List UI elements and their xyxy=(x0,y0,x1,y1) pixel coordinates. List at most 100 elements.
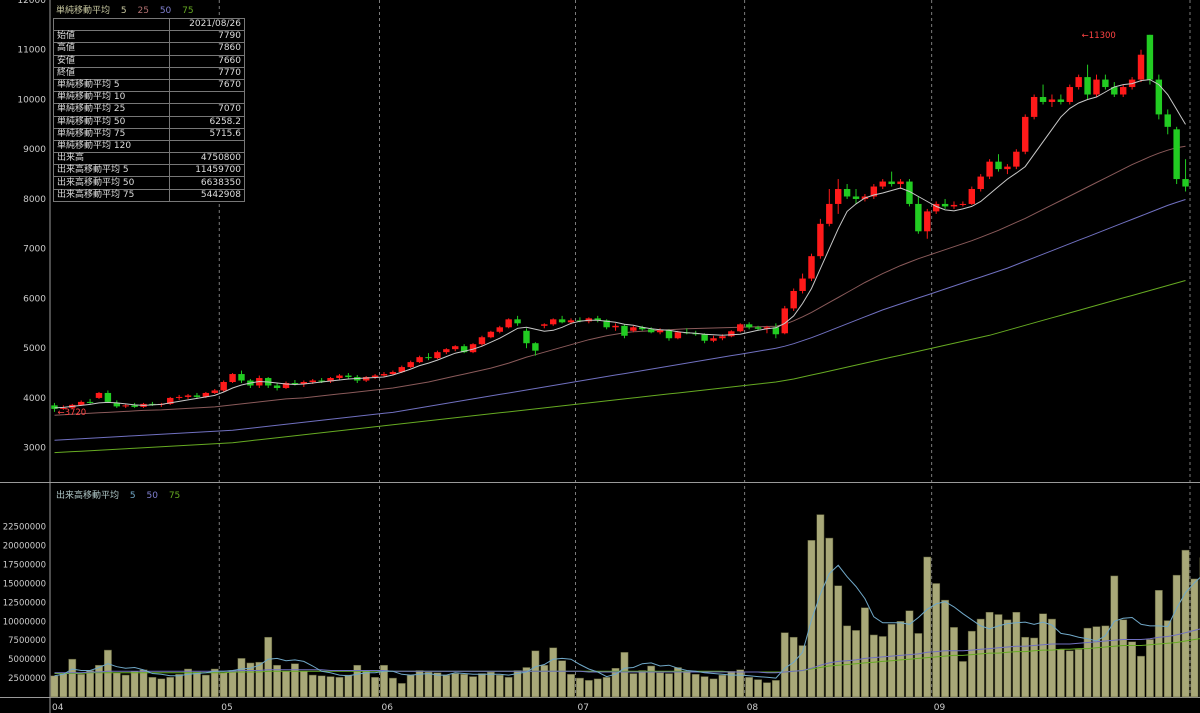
candle-body xyxy=(345,375,352,378)
candle-body xyxy=(77,401,85,405)
volume-bar xyxy=(130,671,139,698)
candle xyxy=(656,328,664,335)
candle xyxy=(763,325,771,334)
candle xyxy=(1004,164,1011,175)
info-value: 4750800 xyxy=(169,152,245,166)
volume-legend-ma75: 75 xyxy=(168,491,181,501)
candle xyxy=(915,196,922,234)
volume-bar xyxy=(1172,574,1181,698)
volume-bar xyxy=(549,647,558,698)
info-value: 5715.6 xyxy=(169,127,245,141)
candle xyxy=(710,335,717,343)
price-y-tick-label: 5000 xyxy=(23,344,46,354)
price-ma5-line xyxy=(54,79,1186,409)
candle xyxy=(1182,159,1189,192)
info-row: 終値 7770 xyxy=(53,66,245,80)
volume-bar xyxy=(834,585,843,698)
info-label: 出来高移動平均 50 xyxy=(53,176,170,190)
volume-bar xyxy=(923,556,932,698)
candle xyxy=(906,179,913,207)
volume-y-tick-label: 12500000 xyxy=(3,598,46,608)
volume-bar xyxy=(273,664,282,698)
info-value: 6258.2 xyxy=(169,115,245,129)
info-value: 7790 xyxy=(169,30,245,44)
volume-bar xyxy=(567,674,575,698)
info-value: 11459700 xyxy=(169,164,245,178)
candle-body xyxy=(1075,77,1082,88)
volume-bar xyxy=(103,649,112,698)
candle-body xyxy=(603,320,610,328)
candle-body xyxy=(238,374,245,381)
candle-body xyxy=(51,405,58,409)
candle xyxy=(941,198,949,209)
volume-bar xyxy=(469,676,477,698)
candle xyxy=(897,179,904,190)
volume-bar xyxy=(495,674,504,698)
candle-body xyxy=(380,374,388,376)
candle-body xyxy=(612,325,619,328)
candle-body xyxy=(514,319,521,324)
candle-body xyxy=(870,186,878,197)
candle-body xyxy=(523,330,530,344)
candle xyxy=(879,179,886,190)
candle xyxy=(122,403,129,408)
volume-bar xyxy=(985,611,994,698)
volume-bar xyxy=(709,678,718,698)
candle xyxy=(452,345,459,352)
price-legend-ma75: 75 xyxy=(182,6,194,16)
volume-bar xyxy=(629,673,638,698)
candle xyxy=(932,201,940,214)
info-row: 出来高 4750800 xyxy=(53,152,245,166)
candle-body xyxy=(674,332,682,339)
volume-bar xyxy=(193,671,201,698)
price-annotation: ←3720 xyxy=(57,408,86,418)
volume-bar xyxy=(326,676,335,698)
volume-bar xyxy=(415,670,424,698)
volume-bar xyxy=(201,674,210,698)
candle xyxy=(1164,109,1171,135)
volume-legend-title: 出来高移動平均 xyxy=(56,491,120,501)
volume-bar xyxy=(121,674,130,698)
volume-bar xyxy=(397,683,406,698)
candle-body xyxy=(60,407,67,409)
candle-body xyxy=(131,405,138,407)
candle-body xyxy=(460,346,468,353)
volume-bar xyxy=(941,599,949,698)
price-annotation: ←11300 xyxy=(1082,31,1116,41)
volume-bar xyxy=(77,674,86,698)
volume-bar xyxy=(210,668,219,698)
volume-bar xyxy=(1030,637,1039,698)
info-label: 単純移動平均 120 xyxy=(53,139,170,154)
volume-bar xyxy=(504,677,513,698)
x-tick-label: 08 xyxy=(747,703,759,713)
candle xyxy=(175,394,183,400)
candle-body xyxy=(959,203,967,205)
candle xyxy=(986,159,993,180)
info-date: 2021/08/26 xyxy=(169,17,245,32)
volume-bar xyxy=(219,672,228,698)
candle xyxy=(211,388,218,394)
candle xyxy=(826,189,833,227)
info-value: 7660 xyxy=(169,54,245,68)
volume-bar xyxy=(246,662,255,698)
candle xyxy=(1057,94,1065,105)
candle xyxy=(737,323,744,333)
volume-bar xyxy=(789,636,798,698)
volume-bar xyxy=(967,630,976,698)
volume-bar xyxy=(691,674,700,698)
volume-bar xyxy=(282,671,290,698)
price-legend-title: 単純移動平均 xyxy=(56,6,111,16)
candle xyxy=(443,348,450,355)
candle xyxy=(1013,149,1020,170)
volume-ma5-line xyxy=(54,564,1200,679)
candle-body xyxy=(701,334,708,341)
volume-bar xyxy=(353,664,362,698)
volume-bar xyxy=(1190,578,1199,698)
volume-bar xyxy=(184,668,192,698)
volume-bar xyxy=(1163,620,1172,698)
candle xyxy=(1066,84,1073,105)
candle xyxy=(51,402,58,412)
candle xyxy=(104,390,112,403)
volume-bar xyxy=(932,583,941,698)
volume-bar xyxy=(255,661,264,698)
